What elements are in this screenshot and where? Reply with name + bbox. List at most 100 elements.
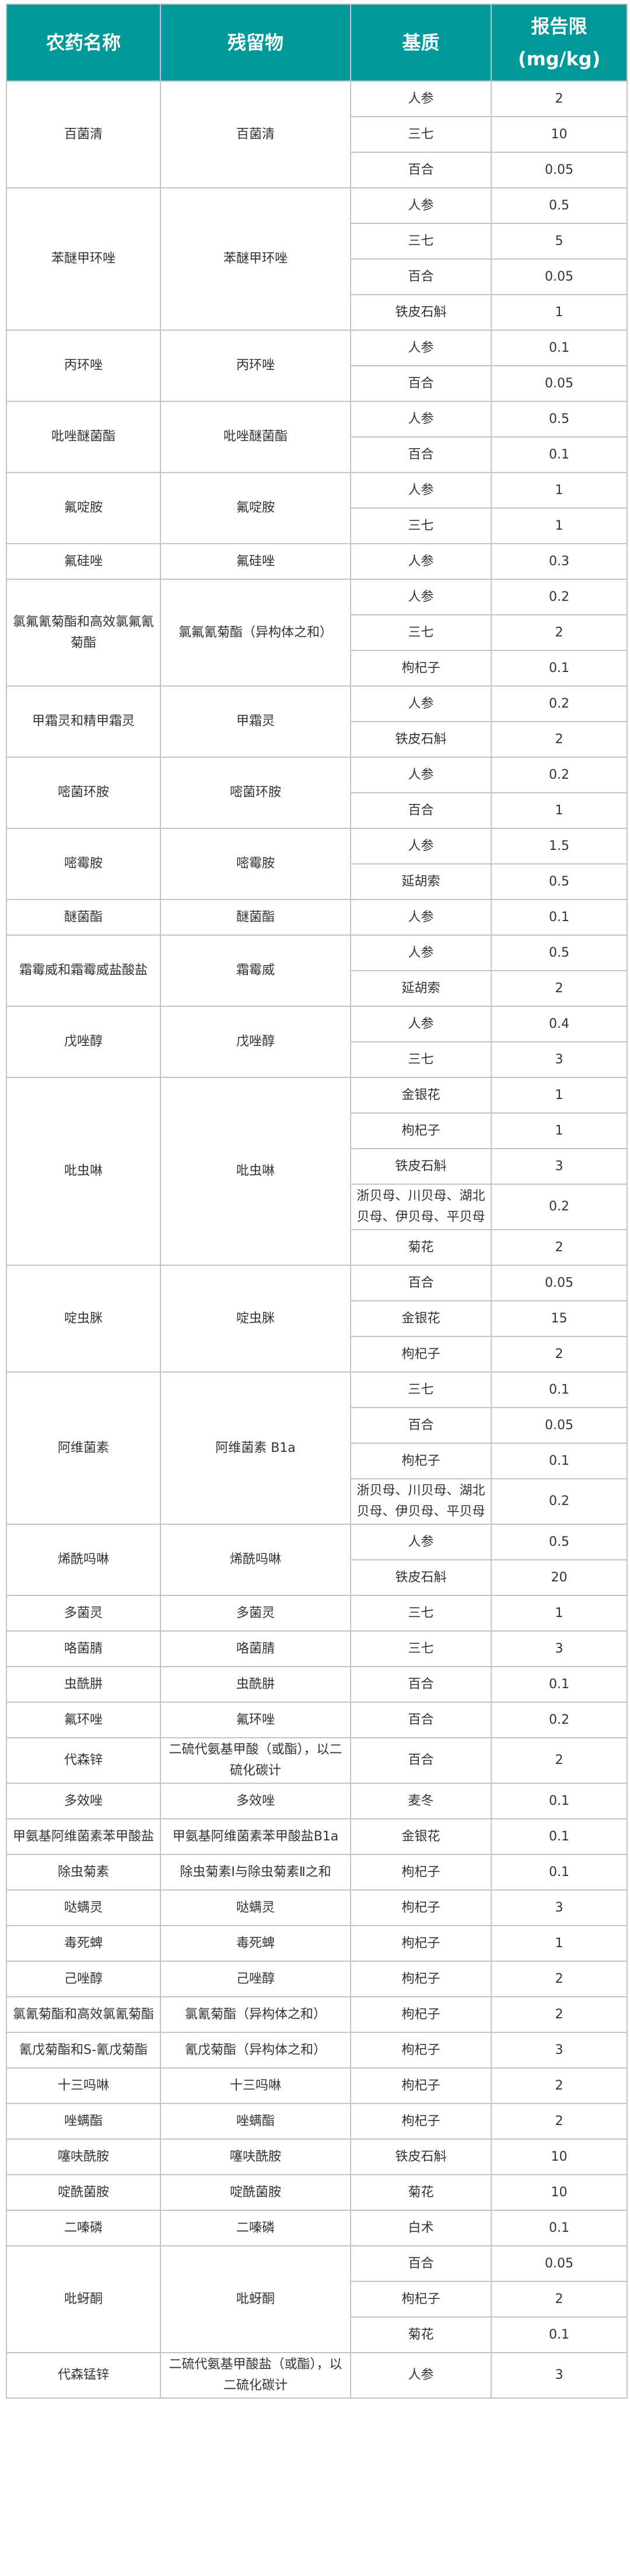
matrix-cell: 百合	[350, 1666, 492, 1703]
table-row: 丙环唑 丙环唑 人参 0.1	[6, 330, 628, 402]
pesticide-name-cell: 苯醚甲环唑	[6, 187, 161, 331]
table-row: 枸杞子 0.1	[6, 1443, 628, 1479]
residue-cell: 己唑醇	[160, 1961, 351, 1997]
pesticide-name-cell: 戊唑醇	[6, 1006, 161, 1078]
limit-cell: 2	[491, 1737, 628, 1784]
pesticide-name-cell: 氰戊菊酯和S-氰戊菊酯	[6, 2032, 161, 2068]
limit-cell: 0.1	[491, 436, 628, 473]
table-row: 浙贝母、川贝母、湖北贝母、伊贝母、平贝母 0.2	[6, 1478, 628, 1525]
table-row: 吡唑醚菌酯 吡唑醚菌酯 人参 0.5	[6, 401, 628, 473]
table-row: 枸杞子 2	[6, 2281, 628, 2318]
limit-cell: 0.3	[491, 543, 628, 580]
header-residue: 残留物	[160, 4, 351, 82]
residue-cell: 多菌灵	[160, 1595, 351, 1632]
residue-cell: 唑螨酯	[160, 2103, 351, 2140]
limit-cell: 2	[491, 1996, 628, 2033]
matrix-cell: 白术	[350, 2210, 492, 2246]
limit-cell: 3	[491, 1148, 628, 1185]
pesticide-name-cell: 代森锌	[6, 1737, 161, 1784]
residue-cell: 二硫代氨基甲酸盐（或酯），以二硫化碳计	[160, 2352, 351, 2399]
matrix-cell: 枸杞子	[350, 2067, 492, 2104]
limit-cell: 0.5	[491, 187, 628, 224]
matrix-cell: 金银花	[350, 1300, 492, 1337]
pesticide-name-cell: 虫酰肼	[6, 1666, 161, 1703]
pesticide-name-cell: 多效唑	[6, 1783, 161, 1819]
residue-cell: 烯酰吗啉	[160, 1524, 351, 1596]
matrix-cell: 三七	[350, 1595, 492, 1632]
table-row: 铁皮石斛 2	[6, 721, 628, 758]
residue-cell: 吡虫啉	[160, 1077, 351, 1266]
limit-cell: 2	[491, 2067, 628, 2104]
matrix-cell: 人参	[350, 543, 492, 580]
pesticide-name-cell: 百菌清	[6, 80, 161, 188]
pesticide-name-cell: 哒螨灵	[6, 1889, 161, 1926]
limit-cell: 3	[491, 1889, 628, 1926]
matrix-cell: 人参	[350, 330, 492, 366]
limit-cell: 1	[491, 294, 628, 331]
pesticide-name-cell: 除虫菊素	[6, 1854, 161, 1891]
matrix-cell: 铁皮石斛	[350, 1559, 492, 1596]
pesticide-name-cell: 嘧菌环胺	[6, 757, 161, 829]
limit-cell: 0.2	[491, 1478, 628, 1525]
pesticide-name-cell: 氯氰菊酯和高效氯氰菊酯	[6, 1996, 161, 2033]
matrix-cell: 枸杞子	[350, 2281, 492, 2318]
matrix-cell: 金银花	[350, 1818, 492, 1855]
header-limit-label: 报告限	[531, 15, 587, 37]
limit-cell: 0.1	[491, 1783, 628, 1819]
pesticide-name-cell: 烯酰吗啉	[6, 1524, 161, 1596]
residue-cell: 毒死蜱	[160, 1925, 351, 1962]
limit-cell: 2	[491, 80, 628, 117]
residue-cell: 多效唑	[160, 1783, 351, 1819]
limit-cell: 0.1	[491, 899, 628, 936]
table-row: 百菌清 百菌清 人参 2	[6, 80, 628, 188]
matrix-cell: 枸杞子	[350, 1961, 492, 1997]
limit-cell: 2	[491, 614, 628, 651]
residue-cell: 啶虫脒	[160, 1265, 351, 1373]
pesticide-name-cell: 阿维菌素	[6, 1371, 161, 1525]
table-row: 咯菌腈 咯菌腈 三七 3	[6, 1630, 628, 1667]
limit-cell: 2	[491, 1229, 628, 1266]
limit-cell: 3	[491, 1041, 628, 1078]
residue-cell: 嘧菌环胺	[160, 757, 351, 829]
matrix-cell: 枸杞子	[350, 1854, 492, 1891]
table-row: 代森锰锌 二硫代氨基甲酸盐（或酯），以二硫化碳计 人参 3	[6, 2352, 628, 2399]
limit-cell: 2	[491, 1961, 628, 1997]
limit-cell: 0.05	[491, 1265, 628, 1301]
header-limit: 报告限 (mg/kg)	[491, 4, 628, 82]
matrix-cell: 人参	[350, 2352, 492, 2399]
matrix-cell: 百合	[350, 792, 492, 829]
matrix-cell: 百合	[350, 436, 492, 473]
limit-cell: 0.1	[491, 330, 628, 366]
matrix-cell: 三七	[350, 116, 492, 153]
pesticide-name-cell: 毒死蜱	[6, 1925, 161, 1962]
matrix-cell: 铁皮石斛	[350, 721, 492, 758]
limit-cell: 0.1	[491, 2316, 628, 2353]
matrix-cell: 菊花	[350, 2316, 492, 2353]
table-row: 阿维菌素 阿维菌素 B1a 三七 0.1	[6, 1371, 628, 1525]
pesticide-name-cell: 霜霉威和霜霉威盐酸盐	[6, 935, 161, 1007]
table-row: 噻呋酰胺 噻呋酰胺 铁皮石斛 10	[6, 2138, 628, 2175]
matrix-cell: 枸杞子	[350, 1996, 492, 2033]
table-row: 吡蚜酮 吡蚜酮 百合 0.05	[6, 2245, 628, 2353]
matrix-cell: 延胡索	[350, 863, 492, 900]
residue-cell: 二嗪磷	[160, 2210, 351, 2246]
limit-cell: 2	[491, 721, 628, 758]
residue-cell: 吡唑醚菌酯	[160, 401, 351, 473]
matrix-cell: 人参	[350, 757, 492, 793]
table-row: 甲氨基阿维菌素苯甲酸盐 甲氨基阿维菌素苯甲酸盐B1a 金银花 0.1	[6, 1818, 628, 1855]
limit-cell: 0.2	[491, 579, 628, 615]
residue-cell: 丙环唑	[160, 330, 351, 402]
table-row: 二嗪磷 二嗪磷 白术 0.1	[6, 2210, 628, 2246]
matrix-cell: 三七	[350, 223, 492, 260]
table-row: 虫酰肼 虫酰肼 百合 0.1	[6, 1666, 628, 1703]
residue-cell: 啶酰菌胺	[160, 2174, 351, 2211]
residue-cell: 氯氟氰菊酯（异构体之和）	[160, 579, 351, 687]
matrix-cell: 百合	[350, 1737, 492, 1784]
table-row: 霜霉威和霜霉威盐酸盐 霜霉威 人参 0.5	[6, 935, 628, 1007]
table-row: 嘧霉胺 嘧霉胺 人参 1.5	[6, 828, 628, 900]
table-row: 三七 3	[6, 1041, 628, 1078]
limit-cell: 2	[491, 2103, 628, 2140]
table-row: 枸杞子 0.1	[6, 650, 628, 687]
limit-cell: 15	[491, 1300, 628, 1337]
limit-cell: 5	[491, 223, 628, 260]
